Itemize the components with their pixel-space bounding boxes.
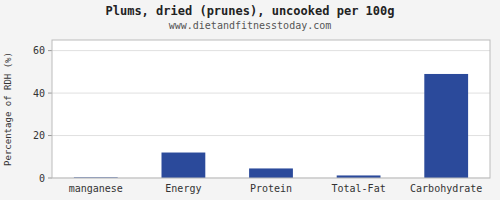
- y-axis: 0 20 40 60: [33, 45, 490, 183]
- title: Plums, dried (prunes), uncooked per 100g: [106, 4, 395, 18]
- plot-background: [52, 40, 490, 178]
- grid-line: [52, 50, 490, 51]
- x-axis: manganese Energy Protein Total-Fat Carbohydr…: [69, 183, 483, 194]
- bars: [74, 74, 468, 178]
- subtitle: www.dietandfitnesstoday.com: [169, 20, 332, 31]
- x-tick-label: manganese: [69, 183, 123, 194]
- plot-frame: [52, 40, 490, 178]
- y-tick-label: 0: [39, 173, 45, 184]
- chart-svg: Plums, dried (prunes), uncooked per 100g…: [0, 0, 500, 200]
- chart-container: Plums, dried (prunes), uncooked per 100g…: [0, 0, 500, 200]
- y-tick-label: 60: [33, 45, 45, 56]
- bar: [249, 168, 293, 178]
- y-tick: [48, 135, 52, 136]
- y-tick-label: 20: [33, 130, 45, 141]
- x-tick-label: Energy: [165, 183, 201, 194]
- y-tick-label: 40: [33, 88, 45, 99]
- bar: [162, 153, 206, 178]
- y-tick: [48, 50, 52, 51]
- bar: [424, 74, 468, 178]
- y-axis-label: Percentage of RDH (%): [3, 52, 13, 166]
- x-tick-label: Carbohydrate: [410, 183, 482, 194]
- y-tick: [48, 93, 52, 94]
- x-tick-label: Protein: [250, 183, 292, 194]
- x-tick-label: Total-Fat: [332, 183, 386, 194]
- y-tick: [48, 178, 52, 179]
